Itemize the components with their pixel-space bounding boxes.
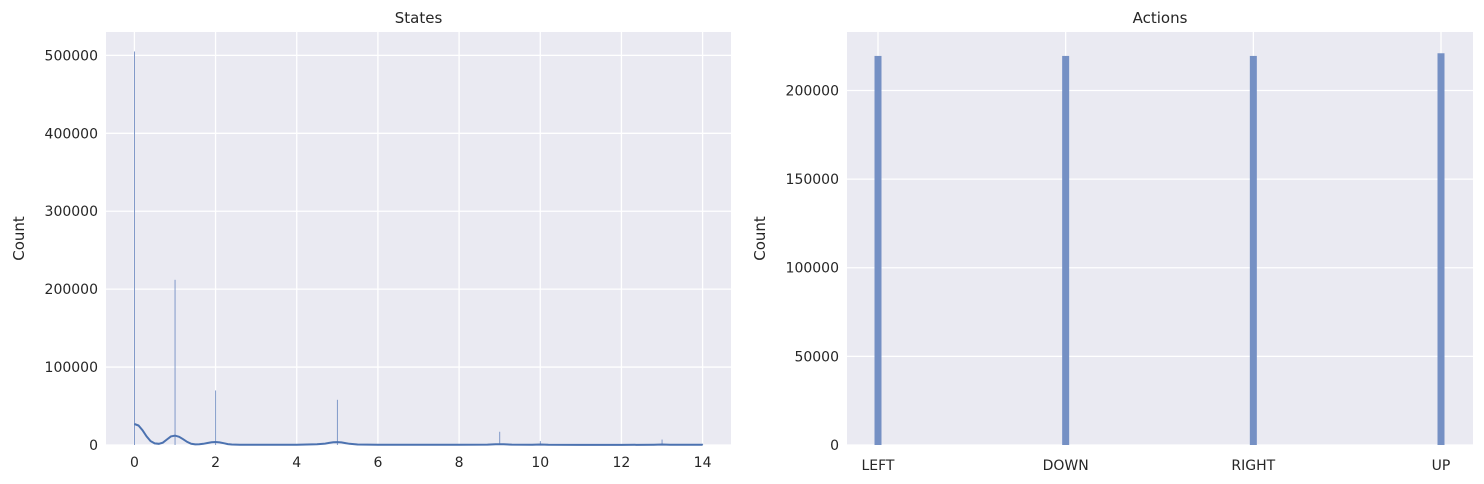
states-bar [499,431,501,445]
actions-title: Actions [1133,9,1188,27]
states-x-tick-label: 14 [694,455,712,471]
states-bar [661,439,663,445]
states-bar [539,441,541,445]
states-x-tick-label: 10 [531,455,549,471]
states-y-tick-label: 500000 [45,48,98,64]
states-x-tick-label: 6 [373,455,382,471]
states-x-tick-label: 0 [130,455,139,471]
actions-y-tick-label: 150000 [786,172,839,188]
states-title: States [395,9,443,27]
states-bar [702,443,704,445]
actions-x-tick-label: UP [1432,458,1451,474]
actions-panel: LEFT DOWN RIGHT UP 0 50000 100000 150000 200000… [751,9,1473,474]
actions-y-tick-label: 100000 [786,261,839,277]
actions-y-tick-label: 0 [830,438,839,454]
actions-bar-up [1437,53,1445,445]
states-y-ticks: 0 100000 200000 300000 400000 500000 [45,48,98,454]
states-y-tick-label: 400000 [45,126,98,142]
actions-bars [874,53,1445,445]
actions-x-ticks: LEFT DOWN RIGHT UP [861,458,1450,474]
actions-bar-down [1062,55,1070,445]
states-x-tick-label: 8 [455,455,464,471]
states-x-tick-label: 2 [211,455,220,471]
actions-y-tick-label: 200000 [786,83,839,99]
states-y-tick-label: 100000 [45,360,98,376]
states-y-tick-label: 200000 [45,282,98,298]
states-y-axis-label: Count [10,216,28,261]
states-kde-line [134,423,703,446]
states-panel: 0 2 4 6 8 10 12 14 0 100000 200000 300000 400000 500… [10,9,731,471]
states-y-tick-label: 300000 [45,204,98,220]
actions-x-tick-label: DOWN [1043,458,1089,474]
states-x-tick-label: 4 [292,455,301,471]
states-bar [174,279,176,445]
states-x-tick-label: 12 [613,455,631,471]
actions-x-tick-label: LEFT [861,458,894,474]
states-bar [336,399,338,445]
actions-y-ticks: 0 50000 100000 150000 200000 [786,83,839,454]
actions-y-axis-label: Count [751,216,769,261]
states-plot-area [106,32,731,445]
states-bar [215,390,217,445]
actions-y-tick-label: 50000 [794,349,839,365]
states-y-tick-label: 0 [89,438,98,454]
states-bars [134,51,704,445]
states-x-ticks: 0 2 4 6 8 10 12 14 [130,455,712,471]
actions-bar-right [1249,55,1257,445]
actions-x-tick-label: RIGHT [1231,458,1275,474]
states-grid [106,32,731,446]
states-bar [134,51,135,445]
actions-bar-left [874,55,882,445]
actions-plot-area [847,32,1473,445]
